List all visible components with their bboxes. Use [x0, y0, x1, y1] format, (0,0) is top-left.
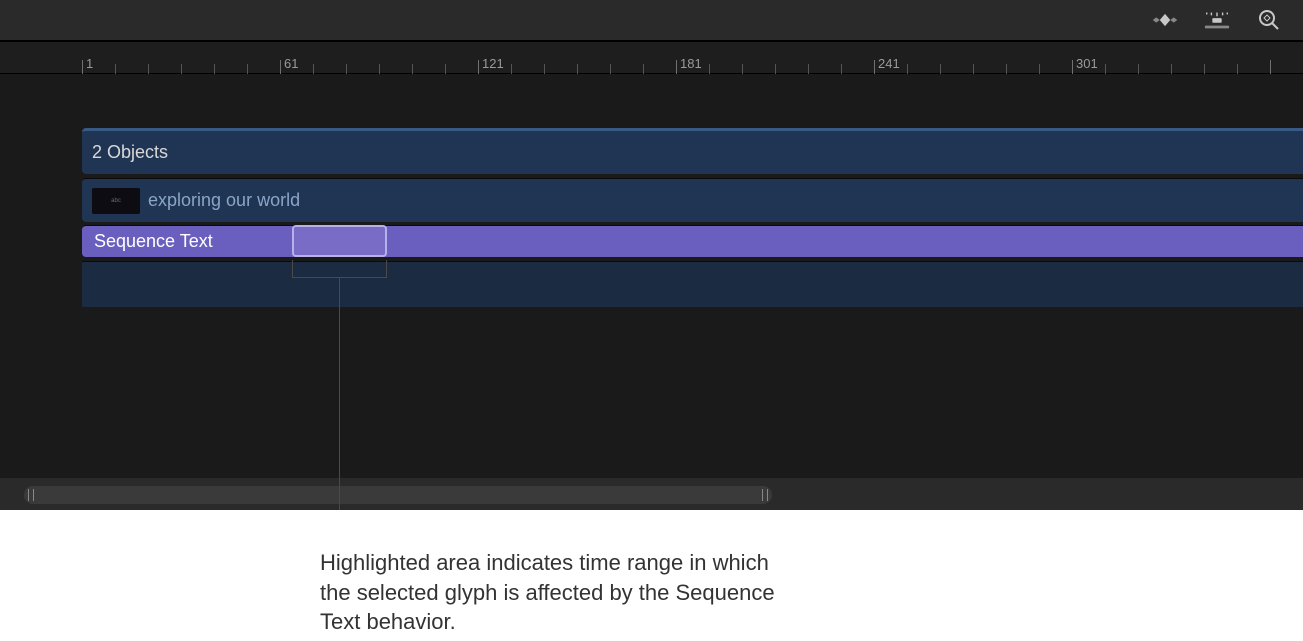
- behavior-track-label: Sequence Text: [94, 231, 213, 252]
- ruler-minor-tick: [1204, 64, 1205, 74]
- callout-leader-line: [339, 278, 340, 543]
- ruler-major-tick: [1072, 60, 1073, 74]
- ruler-major-tick: [478, 60, 479, 74]
- ruler-minor-tick: [412, 64, 413, 74]
- search-icon[interactable]: [1255, 6, 1283, 34]
- text-track-label: exploring our world: [148, 190, 300, 211]
- scrollbar-zoom-handle-right[interactable]: [762, 489, 768, 501]
- callout-text: Highlighted area indicates time range in…: [320, 548, 780, 637]
- ruler-minor-tick: [148, 64, 149, 74]
- ruler-minor-tick: [1105, 64, 1106, 74]
- ruler-minor-tick: [181, 64, 182, 74]
- ruler-minor-tick: [1006, 64, 1007, 74]
- ruler-label: 301: [1076, 56, 1098, 71]
- ruler-minor-tick: [1039, 64, 1040, 74]
- ruler-label: 181: [680, 56, 702, 71]
- ruler-major-tick: [82, 60, 83, 74]
- timeline-toolbar: [0, 0, 1303, 42]
- ruler-minor-tick: [742, 64, 743, 74]
- ruler-minor-tick: [940, 64, 941, 74]
- ruler-minor-tick: [511, 64, 512, 74]
- empty-track: [82, 261, 1303, 307]
- ruler-minor-tick: [1138, 64, 1139, 74]
- callout-bracket: [292, 260, 387, 278]
- timeline-panel: 1 61 121 181 241 301 2 Objects abc exploring …: [0, 0, 1303, 510]
- ruler-label: 1: [86, 56, 93, 71]
- track-spacer: [0, 74, 1303, 128]
- group-track[interactable]: 2 Objects: [82, 128, 1303, 174]
- ruler-minor-tick: [973, 64, 974, 74]
- ruler-minor-tick: [907, 64, 908, 74]
- timeline-scrollbar[interactable]: [24, 486, 772, 504]
- ruler-minor-tick: [379, 64, 380, 74]
- text-track[interactable]: abc exploring our world: [82, 178, 1303, 222]
- group-track-label: 2 Objects: [92, 142, 168, 163]
- ruler-minor-tick: [445, 64, 446, 74]
- tracks-area: 2 Objects abc exploring our world Sequen…: [0, 74, 1303, 474]
- ruler-label: 241: [878, 56, 900, 71]
- ruler-minor-tick: [643, 64, 644, 74]
- behavior-track[interactable]: Sequence Text: [82, 225, 1303, 257]
- ruler-major-tick: [1270, 60, 1271, 74]
- ruler-label: 61: [284, 56, 298, 71]
- scrollbar-zoom-handle-left[interactable]: [28, 489, 34, 501]
- ruler-major-tick: [874, 60, 875, 74]
- timeline-view-icon[interactable]: [1203, 6, 1231, 34]
- ruler-ticks: 1 61 121 181 241 301: [0, 42, 1303, 73]
- text-thumbnail: abc: [92, 188, 140, 214]
- ruler-major-tick: [676, 60, 677, 74]
- ruler-minor-tick: [1171, 64, 1172, 74]
- ruler-minor-tick: [214, 64, 215, 74]
- ruler-minor-tick: [346, 64, 347, 74]
- ruler-minor-tick: [1237, 64, 1238, 74]
- ruler-label: 121: [482, 56, 504, 71]
- ruler-major-tick: [280, 60, 281, 74]
- ruler-minor-tick: [808, 64, 809, 74]
- timeline-scrollbar-area: [0, 478, 1303, 512]
- ruler-minor-tick: [775, 64, 776, 74]
- ruler-minor-tick: [709, 64, 710, 74]
- ruler-minor-tick: [544, 64, 545, 74]
- ruler-minor-tick: [841, 64, 842, 74]
- ruler-minor-tick: [247, 64, 248, 74]
- ruler-minor-tick: [610, 64, 611, 74]
- keyframe-editor-icon[interactable]: [1151, 6, 1179, 34]
- ruler-minor-tick: [313, 64, 314, 74]
- timeline-ruler[interactable]: 1 61 121 181 241 301: [0, 42, 1303, 74]
- ruler-minor-tick: [577, 64, 578, 74]
- ruler-minor-tick: [115, 64, 116, 74]
